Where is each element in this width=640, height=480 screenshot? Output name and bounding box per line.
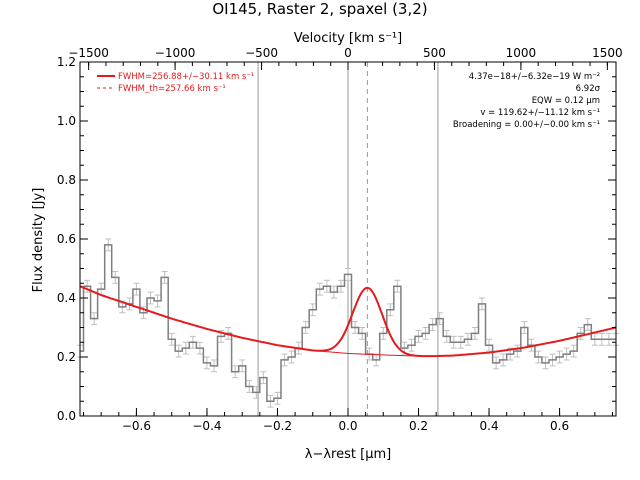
y-tick-label-6: 1.2 bbox=[57, 55, 76, 69]
top-tick-label-2: −500 bbox=[245, 46, 278, 60]
continuum-under-line bbox=[312, 350, 425, 357]
top-tick-label-5: 1000 bbox=[506, 46, 537, 60]
top-tick-label-4: 500 bbox=[423, 46, 446, 60]
top-tick-label-1: −1000 bbox=[155, 46, 196, 60]
plot-area: −0.6 −0.4 −0.2 0.0 0.2 0.4 0.6 −1500 −1000 −500 0 5… bbox=[57, 46, 623, 433]
top-axis-label: Velocity [km s⁻¹] bbox=[294, 31, 402, 46]
top-tick-label-3: 0 bbox=[344, 46, 352, 60]
y-tick-label-2: 0.4 bbox=[57, 291, 76, 305]
annotation-eqw: EQW = 0.12 μm bbox=[532, 96, 600, 106]
x-tick-label-5: 0.4 bbox=[480, 419, 499, 433]
fit-annotations: 4.37e−18+/−6.32e−19 W m⁻² 6.92σ EQW = 0.… bbox=[453, 72, 601, 130]
legend-fwhm-th-label: FWHM_th=257.66 km s⁻¹ bbox=[118, 84, 226, 94]
y-tick-label-1: 0.2 bbox=[57, 350, 76, 364]
x-tick-label-4: 0.2 bbox=[409, 419, 428, 433]
chart-title: OI145, Raster 2, spaxel (3,2) bbox=[212, 0, 427, 18]
annotation-velocity: v = 119.62+/−11.12 km s⁻¹ bbox=[480, 108, 600, 118]
top-tick-label-6: 1500 bbox=[592, 46, 623, 60]
x-tick-label-1: −0.4 bbox=[192, 419, 221, 433]
legend-fwhm-label: FWHM=256.88+/−30.11 km s⁻¹ bbox=[118, 72, 254, 82]
annotation-sigma: 6.92σ bbox=[576, 84, 601, 94]
top-tick-label-0: −1500 bbox=[68, 46, 109, 60]
y-tick-label-0: 0.0 bbox=[57, 409, 76, 423]
y-tick-label-4: 0.8 bbox=[57, 173, 76, 187]
annotation-flux: 4.37e−18+/−6.32e−19 W m⁻² bbox=[469, 72, 600, 82]
x-tick-label-3: 0.0 bbox=[338, 419, 357, 433]
y-tick-label-5: 1.0 bbox=[57, 114, 76, 128]
y-tick-label-3: 0.6 bbox=[57, 232, 76, 246]
x-tick-label-0: −0.6 bbox=[122, 419, 151, 433]
y-axis-label: Flux density [Jy] bbox=[31, 188, 46, 293]
legend: FWHM=256.88+/−30.11 km s⁻¹ FWHM_th=257.6… bbox=[97, 72, 254, 94]
total-fit-curve bbox=[79, 285, 617, 358]
x-tick-label-6: 0.6 bbox=[550, 419, 569, 433]
x-tick-label-2: −0.2 bbox=[263, 419, 292, 433]
x-axis-label: λ−λrest [μm] bbox=[305, 447, 391, 462]
annotation-broadening: Broadening = 0.00+/−0.00 km s⁻¹ bbox=[453, 120, 600, 130]
